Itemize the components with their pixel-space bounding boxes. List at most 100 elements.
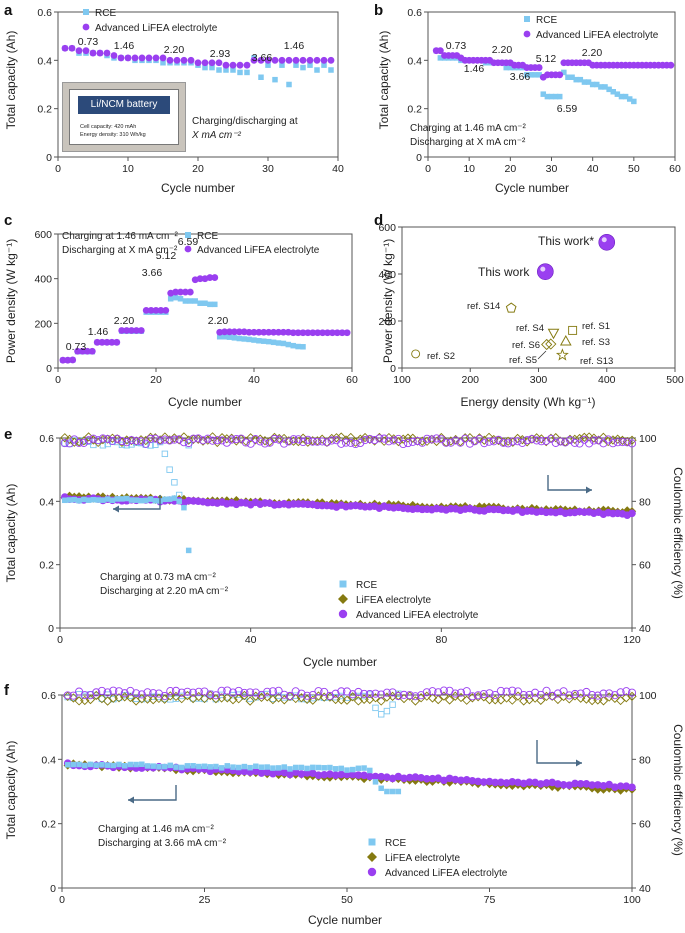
x-tick-label-b: 0	[425, 163, 431, 175]
capacity-point-f	[161, 763, 168, 770]
efficiency-point-f	[372, 704, 379, 712]
point-rce-c	[202, 300, 208, 306]
battery-capacity-text: Cell capacity: 420 mAh	[80, 124, 137, 130]
efficiency-point-e	[556, 437, 565, 446]
efficiency-point-f	[599, 689, 608, 698]
ylabel-f: Total capacity (Ah)	[4, 741, 18, 840]
efficiency-point-e	[532, 436, 541, 445]
xlabel-e: Cycle number	[303, 655, 377, 669]
y-tick-label-c: 400	[34, 274, 52, 286]
efficiency-point-f	[383, 707, 391, 715]
point-rce-b	[594, 81, 600, 88]
efficiency-point-e	[69, 437, 79, 447]
efficiency-point-f	[377, 690, 386, 699]
point-rce-b	[569, 74, 575, 80]
capacity-point-e	[147, 496, 154, 502]
point-adv-c	[226, 328, 233, 336]
capacity-point-f	[525, 778, 534, 787]
point-adv-a	[250, 56, 258, 64]
capacity-point-f	[428, 774, 437, 783]
efficiency-point-f	[536, 690, 545, 699]
point-rce-c	[231, 335, 238, 341]
rate-label-a: 1.46	[114, 40, 135, 52]
capacity-point-f	[258, 764, 265, 770]
legend-c-adv-marker	[184, 245, 192, 253]
point-adv-c	[88, 347, 96, 355]
efficiency-point-f	[98, 695, 106, 703]
efficiency-point-f	[559, 687, 568, 696]
capacity-point-f	[331, 771, 340, 779]
efficiency-point-e	[136, 437, 146, 446]
x-tick-label-a: 40	[332, 163, 344, 175]
label-this-work-star: This work*	[538, 234, 594, 248]
efficiency-point-f	[519, 690, 528, 700]
efficiency-point-e	[279, 439, 289, 448]
x-tick-label-b: 30	[546, 163, 558, 175]
label-ref-s5: ref. S5	[509, 355, 537, 366]
x-tick-label-a: 20	[192, 163, 204, 175]
point-rce-b	[589, 81, 596, 88]
efficiency-point-f	[570, 691, 580, 701]
capacity-point-f	[201, 763, 208, 770]
legend-b-rce-marker	[524, 16, 530, 22]
efficiency-point-f	[616, 688, 625, 697]
point-adv-c	[172, 288, 180, 296]
point-rce-b	[618, 93, 625, 100]
capacity-point-f	[121, 763, 128, 769]
point-adv-c	[113, 338, 121, 346]
efficiency-point-f	[92, 692, 100, 699]
capacity-point-e	[71, 496, 78, 503]
x-tick-label-f: 75	[484, 894, 496, 906]
efficiency-point-f	[285, 691, 295, 702]
efficiency-point-f	[496, 686, 505, 695]
point-adv-a	[117, 54, 125, 62]
efficiency-point-f	[126, 686, 135, 696]
efficiency-point-e	[465, 433, 475, 443]
capacity-point-f	[297, 770, 306, 778]
efficiency-point-e	[303, 437, 313, 447]
capacity-point-f	[474, 777, 482, 786]
efficiency-point-f	[337, 687, 346, 696]
point-adv-a	[89, 49, 97, 57]
point-rce-c	[212, 301, 218, 308]
capacity-point-e	[628, 509, 636, 518]
point-adv-a	[68, 44, 76, 52]
point-rce-c	[236, 335, 243, 342]
efficiency-point-e	[303, 435, 312, 444]
capacity-point-e	[62, 497, 68, 504]
capacity-point-f	[360, 771, 368, 780]
efficiency-axis-arrow-e	[547, 475, 592, 491]
efficiency-point-f	[160, 692, 169, 701]
capacity-point-f	[338, 765, 345, 772]
efficiency-point-e	[179, 438, 188, 447]
efficiency-point-e	[442, 438, 451, 447]
point-rce-a	[160, 60, 166, 66]
capacity-point-f	[314, 771, 323, 779]
point-rce-b	[581, 79, 588, 85]
y-tick-label-a: 0.6	[37, 7, 52, 19]
capacity-point-f	[292, 764, 299, 771]
y2-tick-label-f: 40	[639, 883, 651, 895]
efficiency-point-f	[154, 693, 164, 704]
x-tick-label-e: 120	[623, 634, 641, 646]
efficiency-point-f	[479, 690, 488, 699]
capacity-point-e	[166, 496, 173, 502]
efficiency-point-e	[160, 432, 170, 442]
point-adv-c	[231, 328, 238, 336]
y-tick-label-a: 0	[46, 152, 52, 164]
point-adv-c	[211, 274, 219, 281]
efficiency-point-e	[79, 438, 88, 447]
efficiency-point-f	[405, 691, 414, 700]
efficiency-point-e	[231, 436, 242, 446]
rate-label-a: 1.46	[284, 40, 305, 52]
efficiency-point-e	[203, 434, 212, 443]
efficiency-point-f	[274, 686, 283, 695]
point-ref-s5	[541, 338, 553, 351]
rate-label-b: 2.20	[582, 47, 603, 59]
point-rce-c	[275, 340, 282, 346]
point-adv-b	[667, 61, 675, 69]
x-tick-label-d: 400	[598, 374, 616, 386]
capacity-point-f	[394, 772, 403, 781]
legend-c-rce-marker	[185, 232, 191, 238]
efficiency-point-f	[251, 688, 260, 697]
